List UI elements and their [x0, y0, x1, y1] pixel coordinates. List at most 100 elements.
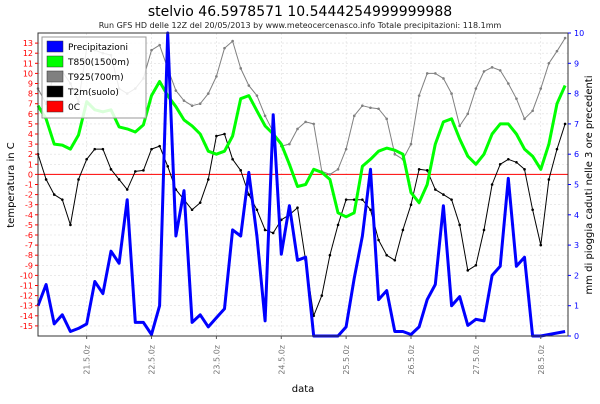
point-t2m-suolo	[474, 264, 478, 267]
x-tick-label: 27.5.0z	[472, 345, 481, 375]
point-t2m-suolo	[52, 193, 56, 196]
point-t2m-suolo	[563, 122, 567, 126]
y-tick-right-label: 4	[574, 211, 579, 220]
y-axis-left-title: temperatura in C	[6, 142, 17, 228]
x-tick-label: 23.5.0z	[212, 345, 221, 375]
y-tick-left-label: -11	[20, 282, 33, 291]
point-t925-700m	[215, 75, 218, 78]
point-t925-700m	[385, 117, 388, 121]
point-t2m-suolo	[198, 201, 202, 204]
point-t2m-suolo	[271, 231, 275, 235]
point-t2m-suolo	[134, 170, 137, 173]
axis-layer: -15-14-13-12-11-10-9-8-7-6-5-4-3-2-10123…	[20, 29, 584, 375]
x-tick-label: 22.5.0z	[148, 345, 157, 375]
point-t2m-suolo	[328, 253, 332, 257]
point-t2m-suolo	[393, 258, 397, 262]
point-t2m-suolo	[498, 163, 502, 166]
legend-swatch	[46, 100, 64, 113]
point-t2m-suolo	[77, 178, 80, 181]
point-t2m-suolo	[377, 238, 380, 242]
point-t925-700m	[515, 97, 518, 100]
point-t925-700m	[369, 106, 372, 110]
y-tick-right-label: 3	[574, 241, 579, 250]
legend-label: T2m(suolo)	[67, 88, 119, 98]
point-t925-700m	[304, 120, 307, 124]
y-tick-right-label: 8	[574, 90, 579, 99]
point-t925-700m	[563, 36, 567, 40]
series-line-precipitazioni	[36, 31, 566, 338]
point-t2m-suolo	[369, 208, 372, 212]
legend: Precipitazioni T850(1500m) T925(700m) T2m(s…	[41, 36, 147, 119]
legend-swatch	[46, 70, 64, 83]
point-t2m-suolo	[409, 203, 413, 206]
point-t2m-suolo	[150, 147, 153, 151]
point-t2m-suolo	[206, 178, 210, 181]
x-tick-label: 28.5.0z	[537, 345, 546, 375]
point-t2m-suolo	[555, 147, 559, 151]
point-t2m-suolo	[361, 198, 364, 201]
series-line-t2m-suolo	[37, 123, 566, 317]
point-t2m-suolo	[515, 160, 518, 164]
legend-label: T925(700m)	[67, 73, 124, 83]
point-t2m-suolo	[117, 178, 121, 181]
point-t2m-suolo	[93, 147, 97, 151]
point-t2m-suolo	[450, 198, 453, 201]
point-t2m-suolo	[434, 188, 437, 191]
y-tick-left-label: 5	[28, 120, 33, 129]
y-tick-left-label: -3	[25, 201, 33, 210]
y-tick-right-label: 9	[574, 59, 579, 68]
point-t2m-suolo	[385, 253, 388, 257]
legend-swatch	[46, 40, 64, 53]
point-t925-700m	[328, 173, 332, 176]
legend-label: 0C	[68, 103, 80, 113]
x-axis-title: data	[292, 384, 315, 395]
point-t2m-suolo	[547, 178, 551, 181]
point-t925-700m	[458, 124, 461, 128]
point-t2m-suolo	[44, 178, 48, 181]
point-t925-700m	[239, 67, 243, 70]
point-t925-700m	[442, 77, 445, 80]
x-tick-label: 25.5.0z	[342, 345, 351, 375]
point-t2m-suolo	[401, 228, 405, 232]
point-t925-700m	[174, 89, 178, 92]
point-t2m-suolo	[523, 168, 526, 171]
y-tick-left-label: -4	[25, 211, 33, 220]
point-t925-700m	[206, 92, 210, 95]
point-t2m-suolo	[101, 147, 105, 151]
point-t925-700m	[547, 62, 551, 65]
y-tick-left-label: 2	[28, 150, 33, 159]
point-t925-700m	[555, 49, 559, 53]
y-tick-right-label: 6	[574, 150, 579, 159]
point-t2m-suolo	[239, 169, 243, 172]
chart-title: stelvio 46.5978571 10.5444254999999988	[148, 4, 452, 20]
point-t2m-suolo	[61, 198, 64, 201]
point-t925-700m	[247, 84, 251, 87]
y-tick-right-label: 1	[574, 302, 579, 311]
point-t2m-suolo	[125, 188, 129, 191]
point-t925-700m	[231, 39, 234, 43]
point-t925-700m	[263, 114, 267, 118]
y-tick-right-label: 5	[574, 181, 579, 190]
point-t2m-suolo	[255, 208, 259, 212]
point-t2m-suolo	[109, 168, 113, 171]
point-t925-700m	[255, 94, 259, 97]
point-t925-700m	[490, 66, 494, 69]
x-tick-label: 26.5.0z	[407, 345, 416, 375]
point-t925-700m	[158, 43, 161, 47]
point-t2m-suolo	[223, 132, 226, 136]
y-tick-left-label: -9	[25, 261, 33, 270]
legend-label: T850(1500m)	[67, 58, 129, 68]
point-t925-700m	[352, 114, 356, 118]
y-tick-left-label: -13	[20, 302, 33, 311]
point-t925-700m	[498, 69, 502, 72]
y-tick-left-label: 9	[28, 80, 33, 89]
point-t925-700m	[296, 127, 299, 131]
point-t925-700m	[466, 112, 470, 116]
point-t925-700m	[425, 72, 429, 75]
legend-label: Precipitazioni	[68, 43, 128, 53]
point-t2m-suolo	[417, 168, 421, 171]
point-t925-700m	[523, 117, 526, 121]
x-tick-label: 24.5.0z	[277, 345, 286, 375]
point-t925-700m	[393, 152, 397, 156]
